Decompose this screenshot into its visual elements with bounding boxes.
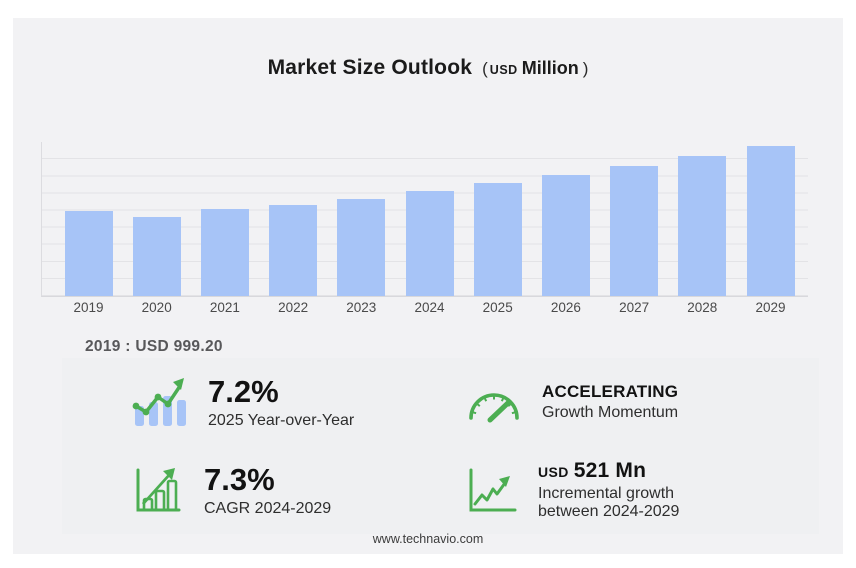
trend-bars-icon: [132, 378, 186, 426]
x-tick-2027: 2027: [619, 300, 650, 315]
infographic-panel: Market Size Outlook(USD Million) 2019 2020…: [13, 18, 843, 554]
bar-2025: [473, 182, 522, 296]
stat-yoy-value: 7.2%: [208, 373, 279, 409]
bar-2027: [610, 165, 659, 296]
gauge-icon: [469, 393, 519, 423]
bar-2024: [405, 190, 454, 296]
line-growth-icon: [469, 468, 517, 512]
stat-momentum-heading: ACCELERATING: [542, 382, 679, 402]
bar-2029: [746, 145, 795, 296]
bar-2021: [200, 209, 249, 296]
x-tick-2029: 2029: [755, 300, 786, 315]
chart-title: Market Size Outlook (USD Million): [13, 56, 843, 80]
stat-incremental-value: 521 Mn: [573, 458, 647, 482]
x-tick-2028: 2028: [687, 300, 718, 315]
bar-plot: 2019 2020 2021 2022 2023 2024 2025 2026 2027 2028…: [41, 142, 808, 315]
title-unit-scale: Million: [521, 58, 579, 78]
stat-yoy: 7.2% 2025 Year-over-Year: [62, 358, 440, 446]
title-main: Market Size Outlook: [267, 56, 473, 79]
bar-2028: [678, 156, 727, 296]
title-paren-close: ): [582, 59, 589, 78]
bar-2023: [337, 198, 386, 296]
x-tick-2022: 2022: [278, 300, 309, 315]
x-tick-2026: 2026: [550, 300, 581, 315]
title-paren-open: (: [482, 59, 488, 78]
base-year-value: 2019 : USD 999.20: [85, 338, 223, 355]
bar-2019: [64, 210, 113, 296]
bar-2022: [269, 204, 318, 296]
x-tick-2023: 2023: [346, 300, 377, 315]
stat-cagr-label: CAGR 2024-2029: [204, 499, 332, 517]
stats-grid: 7.2% 2025 Year-over-Year ACCELERATING Gr…: [62, 358, 819, 534]
source-url: www.technavio.com: [372, 532, 484, 546]
bar-growth-icon: [136, 468, 181, 512]
stat-incremental-currency: USD: [538, 463, 569, 480]
stat-incremental-label-line2: between 2024-2029: [538, 503, 680, 521]
bar-2020: [132, 216, 181, 296]
stat-momentum: ACCELERATING Growth Momentum: [440, 358, 819, 446]
stat-incremental: USD 521 Mn Incremental growth between 20…: [440, 446, 819, 534]
stat-incremental-label-line1: Incremental growth: [538, 484, 675, 502]
x-tick-2019: 2019: [73, 300, 104, 315]
x-tick-2025: 2025: [482, 300, 513, 315]
stat-yoy-label: 2025 Year-over-Year: [208, 411, 355, 429]
stat-cagr-value: 7.3%: [204, 461, 275, 497]
x-tick-2024: 2024: [414, 300, 445, 315]
title-unit-currency: USD: [489, 63, 518, 77]
stat-cagr: 7.3% CAGR 2024-2029: [62, 446, 440, 534]
x-tick-2021: 2021: [209, 300, 240, 315]
stat-momentum-label: Growth Momentum: [542, 403, 679, 421]
x-tick-2020: 2020: [141, 300, 172, 315]
bar-2026: [541, 174, 590, 296]
